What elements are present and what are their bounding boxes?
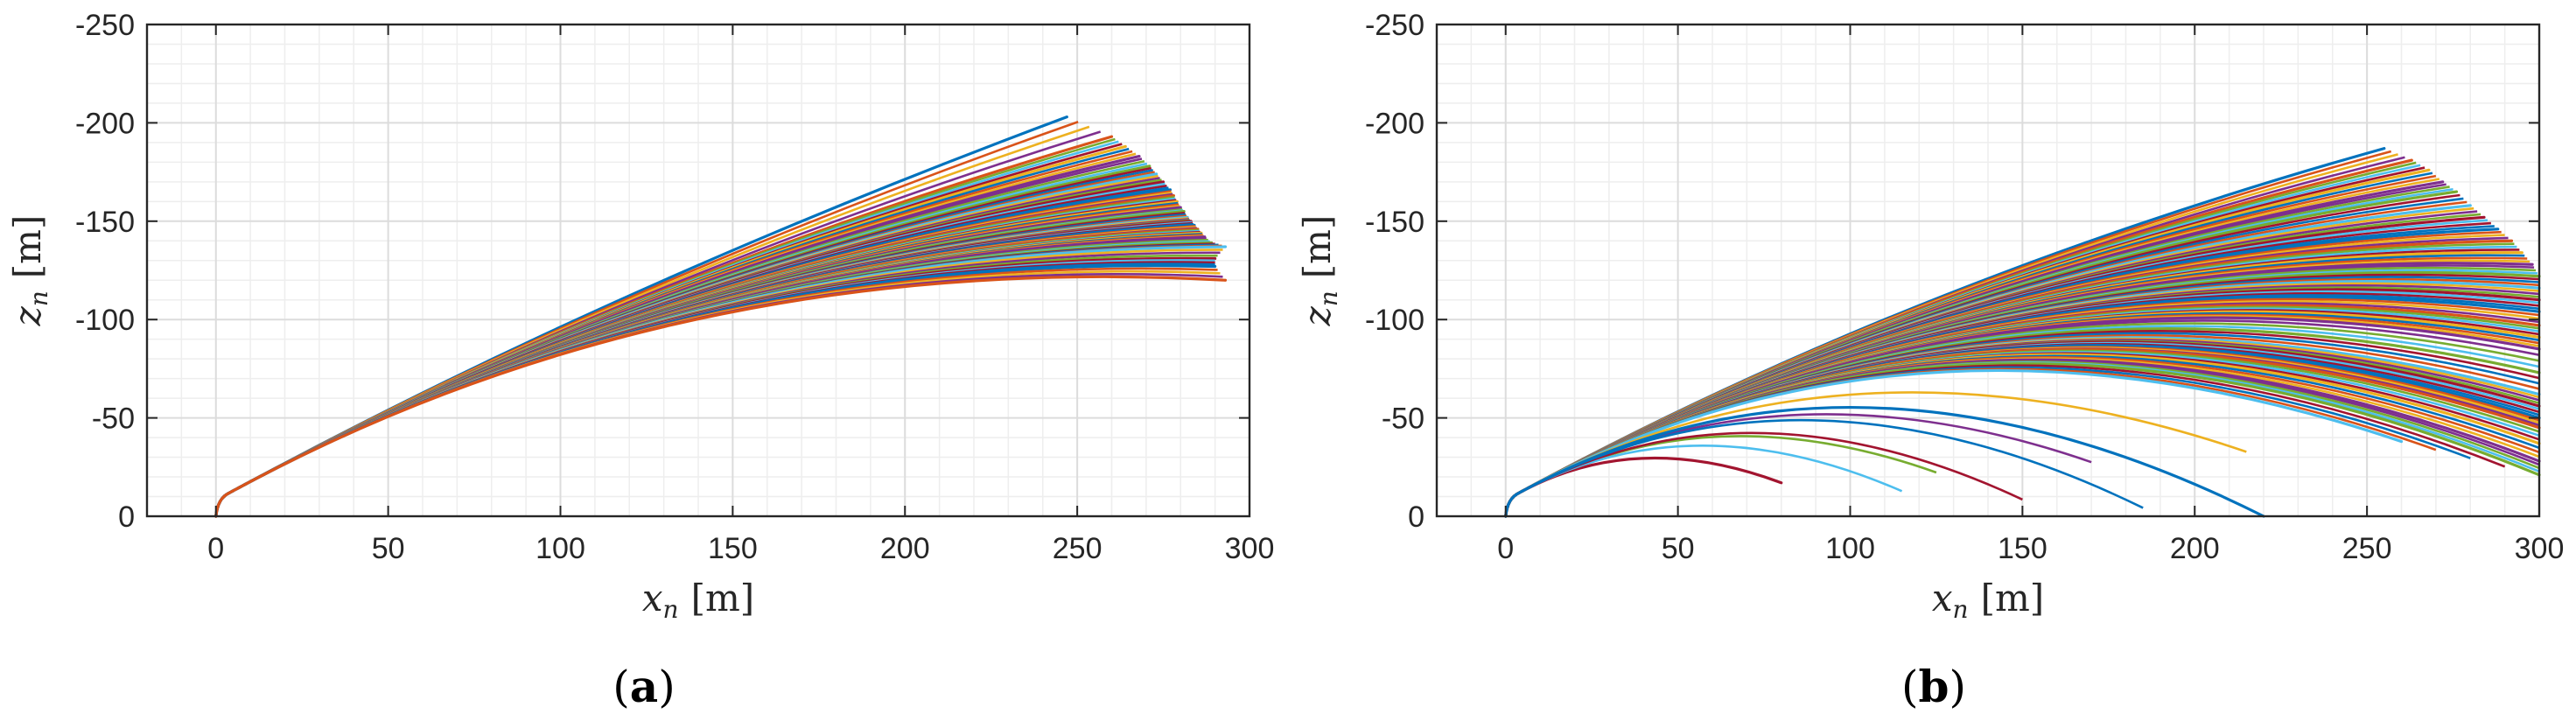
- y-tick-label: -200: [75, 107, 135, 140]
- y-tick-label: -100: [1365, 304, 1424, 337]
- x-tick-label: 250: [1053, 532, 1102, 565]
- x-tick-label: 100: [536, 532, 585, 565]
- x-tick-label: 100: [1825, 532, 1875, 565]
- x-tick-label: 300: [2515, 532, 2565, 565]
- x-tick-label: 300: [1225, 532, 1275, 565]
- x-axis-label: xn [m]: [1932, 577, 2044, 624]
- series-line: [1504, 406, 2265, 518]
- x-tick-label: 200: [2170, 532, 2220, 565]
- y-tick-label: -250: [75, 9, 135, 42]
- y-tick-label: -250: [1365, 9, 1424, 42]
- y-tick-label: -150: [1365, 206, 1424, 239]
- x-tick-label: 0: [207, 532, 224, 565]
- x-axis-label: xn [m]: [642, 577, 754, 624]
- panel-a: 0 50 100 150 200 250 300 0 -50 -100 -150 -200 -250 xn…: [6, 9, 1274, 712]
- x-tick-label: 150: [1998, 532, 2048, 565]
- y-axis-label: zn[m]: [6, 215, 53, 327]
- x-tick-label: 50: [372, 532, 405, 565]
- y-tick-label: 0: [118, 500, 135, 534]
- y-tick-label: -200: [1365, 107, 1424, 140]
- axes-box: [145, 23, 1251, 518]
- y-tick-label: 0: [1408, 500, 1424, 534]
- y-axis-label: zn[m]: [1296, 215, 1343, 327]
- series-line: [214, 275, 1228, 518]
- series-group: [214, 116, 1228, 518]
- y-tick-label: -50: [1382, 402, 1424, 436]
- x-tick-label: 250: [2342, 532, 2392, 565]
- x-tick-label: 50: [1662, 532, 1695, 565]
- axes-box: [1435, 23, 2541, 518]
- x-tick-label: 0: [1497, 532, 1514, 565]
- y-tick-label: -100: [75, 304, 135, 337]
- panel-label: (a): [612, 661, 675, 712]
- y-tick-label: -50: [92, 402, 135, 436]
- x-tick-label: 150: [708, 532, 758, 565]
- series-group: [1504, 147, 2541, 518]
- x-tick-label: 200: [880, 532, 930, 565]
- panel-b: 0 50 100 150 200 250 300 0 -50 -100 -150 -200 -250 xn…: [1296, 9, 2564, 712]
- panel-label: (b): [1901, 661, 1966, 712]
- y-tick-label: -150: [75, 206, 135, 239]
